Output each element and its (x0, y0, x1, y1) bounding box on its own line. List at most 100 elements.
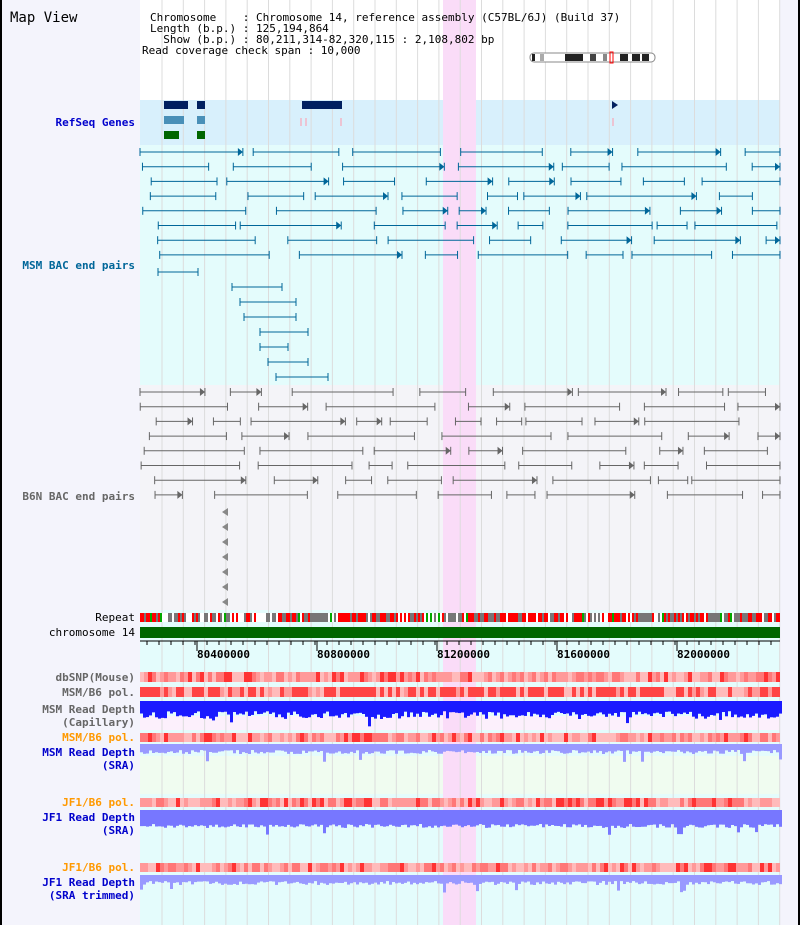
repeat-mark (248, 613, 250, 622)
repeat-mark (534, 613, 536, 622)
polymorphism-mark (248, 863, 252, 872)
polymorphism-mark (220, 687, 224, 697)
read-depth-bar (641, 701, 644, 715)
track-label-repeat[interactable]: Repeat (95, 611, 135, 624)
read-depth-bar (212, 875, 215, 884)
repeat-mark (728, 613, 730, 622)
read-depth-bar (689, 875, 692, 883)
track-label-dbsnp[interactable]: dbSNP(Mouse) (55, 671, 135, 684)
polymorphism-mark (204, 687, 208, 697)
track-label-jf1-depth[interactable]: JF1 Read Depth (SRA) (42, 811, 135, 837)
polymorphism-mark (380, 687, 384, 697)
read-depth-bar (176, 701, 179, 717)
track-label-msm-depth-sra[interactable]: MSM Read Depth (SRA) (42, 746, 135, 772)
polymorphism-mark (584, 798, 588, 807)
read-depth-bar (365, 744, 368, 752)
read-depth-bar (398, 744, 401, 751)
repeat-mark (372, 613, 374, 622)
read-depth-bar (389, 744, 392, 751)
track-label-jf1-trimmed[interactable]: JF1 Read Depth (SRA trimmed) (42, 876, 135, 902)
repeat-mark (690, 613, 692, 622)
polymorphism-mark (184, 863, 188, 872)
read-depth-bar (191, 744, 194, 751)
polymorphism-mark (516, 672, 520, 682)
bac-end-arrow (492, 221, 498, 230)
read-depth-bar (368, 744, 371, 754)
repeat-mark (596, 613, 598, 622)
polymorphism-mark (316, 863, 320, 872)
track-label-msm-bac[interactable]: MSM BAC end pairs (22, 259, 135, 272)
polymorphism-mark (348, 672, 352, 682)
repeat-mark (622, 613, 624, 622)
refseq-gene (164, 101, 188, 109)
polymorphism-mark (632, 672, 636, 682)
read-depth-bar (761, 810, 764, 827)
polymorphism-mark (732, 733, 736, 742)
polymorphism-mark (604, 733, 608, 742)
read-depth-bar (299, 875, 302, 884)
polymorphism-mark (476, 863, 480, 872)
repeat-mark (506, 613, 508, 622)
track-label-msm-depth-capillary[interactable]: MSM Read Depth (Capillary) (42, 703, 135, 729)
read-depth-bar (728, 875, 731, 883)
polymorphism-mark (716, 798, 720, 807)
polymorphism-mark (440, 672, 444, 682)
repeat-mark (608, 613, 610, 622)
read-depth-bar (593, 810, 596, 826)
polymorphism-mark (160, 687, 164, 697)
read-depth-bar (311, 744, 314, 752)
polymorphism-mark (464, 687, 468, 697)
read-depth-bar (515, 744, 518, 754)
read-depth-bar (464, 744, 467, 754)
bac-end-arrow (531, 476, 537, 485)
polymorphism-mark (340, 863, 344, 872)
repeat-mark (370, 613, 372, 622)
bac-end-arrow (567, 388, 573, 396)
label-line: (SRA) (101, 759, 135, 772)
read-depth-bar (287, 701, 290, 713)
track-label-msm-b6-pol-2[interactable]: MSM/B6 pol. (62, 731, 135, 744)
polymorphism-mark (560, 798, 564, 807)
track-label-refseq[interactable]: RefSeq Genes (55, 116, 135, 129)
polymorphism-mark (668, 687, 672, 697)
polymorphism-mark (380, 798, 384, 807)
repeat-mark (568, 613, 570, 622)
polymorphism-mark (452, 733, 456, 742)
read-depth-bar (770, 810, 773, 825)
read-depth-bar (416, 810, 419, 827)
read-depth-bar (185, 875, 188, 883)
read-depth-bar (311, 810, 314, 826)
read-depth-bar (758, 875, 761, 885)
read-depth-bar (431, 810, 434, 828)
polymorphism-mark (744, 798, 748, 807)
read-depth-bar (686, 875, 689, 885)
repeat-mark (258, 613, 260, 622)
track-label-b6n-bac[interactable]: B6N BAC end pairs (22, 490, 135, 503)
polymorphism-mark (140, 798, 144, 807)
repeat-mark (284, 613, 286, 622)
track-label-msm-b6-pol[interactable]: MSM/B6 pol. (62, 686, 135, 699)
read-depth-bar (158, 744, 161, 753)
read-depth-bar (548, 810, 551, 827)
polymorphism-mark (660, 672, 664, 682)
read-depth-bar (539, 744, 542, 754)
polymorphism-mark (304, 798, 308, 807)
read-depth-bar (284, 875, 287, 882)
read-depth-bar (602, 810, 605, 828)
read-depth-bar (566, 875, 569, 883)
track-label-jf1-pol[interactable]: JF1/B6 pol. (62, 796, 135, 809)
read-depth-bar (248, 875, 251, 885)
read-depth-bar (473, 701, 476, 713)
polymorphism-mark (340, 733, 344, 742)
polymorphism-mark (644, 687, 648, 697)
read-depth-bar (368, 875, 371, 885)
track-label-panel (0, 0, 140, 925)
polymorphism-mark (500, 733, 504, 742)
read-depth-bar (371, 701, 374, 718)
polymorphism-mark (148, 687, 152, 697)
read-depth-bar (668, 744, 671, 752)
track-label-jf1-pol-2[interactable]: JF1/B6 pol. (62, 861, 135, 874)
read-depth-bar (614, 810, 617, 828)
read-depth-bar (272, 810, 275, 827)
